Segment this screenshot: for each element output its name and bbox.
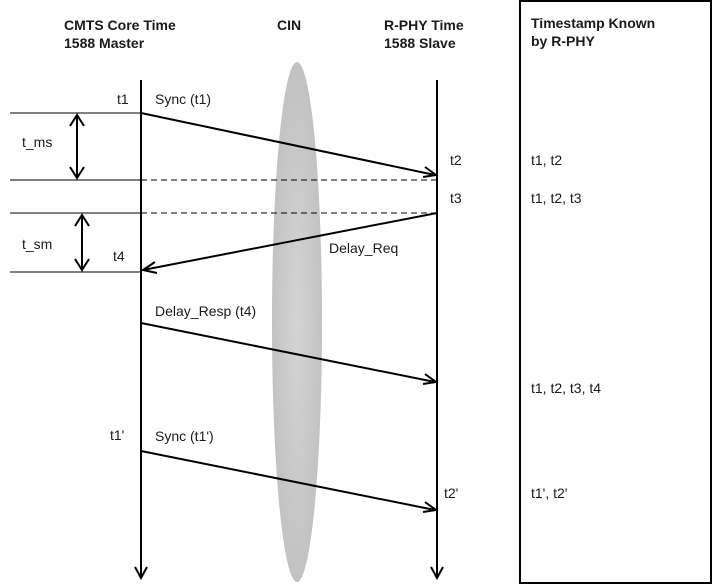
delay-req-message-arrowhead — [140, 261, 158, 274]
t-ms-arrowhead-up — [69, 113, 85, 127]
known-at-t2: t1, t2 — [531, 152, 562, 168]
sync-message-arrow — [140, 112, 436, 176]
t-sm-label: t_sm — [22, 236, 52, 252]
known-at-t3: t1, t2, t3 — [531, 190, 582, 206]
slave-label-t2: t2 — [450, 152, 462, 168]
master-header-line2: 1588 Master — [64, 35, 145, 51]
t-ms-label: t_ms — [22, 134, 52, 150]
cin-header: CIN — [277, 17, 301, 33]
known-header-line1: Timestamp Known — [531, 15, 655, 31]
delay-resp-message-arrow — [140, 322, 436, 383]
known-timestamps-panel — [519, 0, 712, 584]
slave-label-t2-prime: t2' — [444, 485, 458, 501]
delay-req-message-arrow — [142, 212, 438, 271]
master-timeline-arrowhead — [134, 566, 148, 581]
delay-resp-message-label: Delay_Resp (t4) — [155, 303, 256, 319]
known-header-line2: by R-PHY — [531, 33, 595, 49]
master-header-line1: CMTS Core Time — [64, 17, 176, 33]
known-after-resp: t1, t2, t3, t4 — [531, 380, 601, 396]
slave-header-line2: 1588 Slave — [384, 35, 456, 51]
master-label-t4: t4 — [113, 248, 125, 264]
slave-label-t3: t3 — [450, 190, 462, 206]
slave-timeline-arrowhead — [430, 566, 444, 581]
sync2-message-arrow — [140, 450, 436, 511]
t-sm-arrowhead-up — [74, 213, 90, 227]
t-ms-arrowhead-down — [69, 166, 85, 180]
cin-network-ellipse — [272, 62, 322, 582]
known-at-t2-prime: t1', t2' — [531, 485, 567, 501]
sync2-message-label: Sync (t1') — [155, 428, 214, 444]
delay-req-message-label: Delay_Req — [329, 240, 398, 256]
sync2-message-arrowhead — [422, 501, 439, 513]
master-label-t1-prime: t1' — [110, 427, 124, 443]
slave-header-line1: R-PHY Time — [384, 17, 464, 33]
sync-message-arrowhead — [422, 166, 439, 178]
sync-message-label: Sync (t1) — [155, 91, 211, 107]
delay-resp-message-arrowhead — [422, 373, 439, 385]
master-label-t1: t1 — [117, 91, 129, 107]
t-sm-arrowhead-down — [74, 258, 90, 272]
